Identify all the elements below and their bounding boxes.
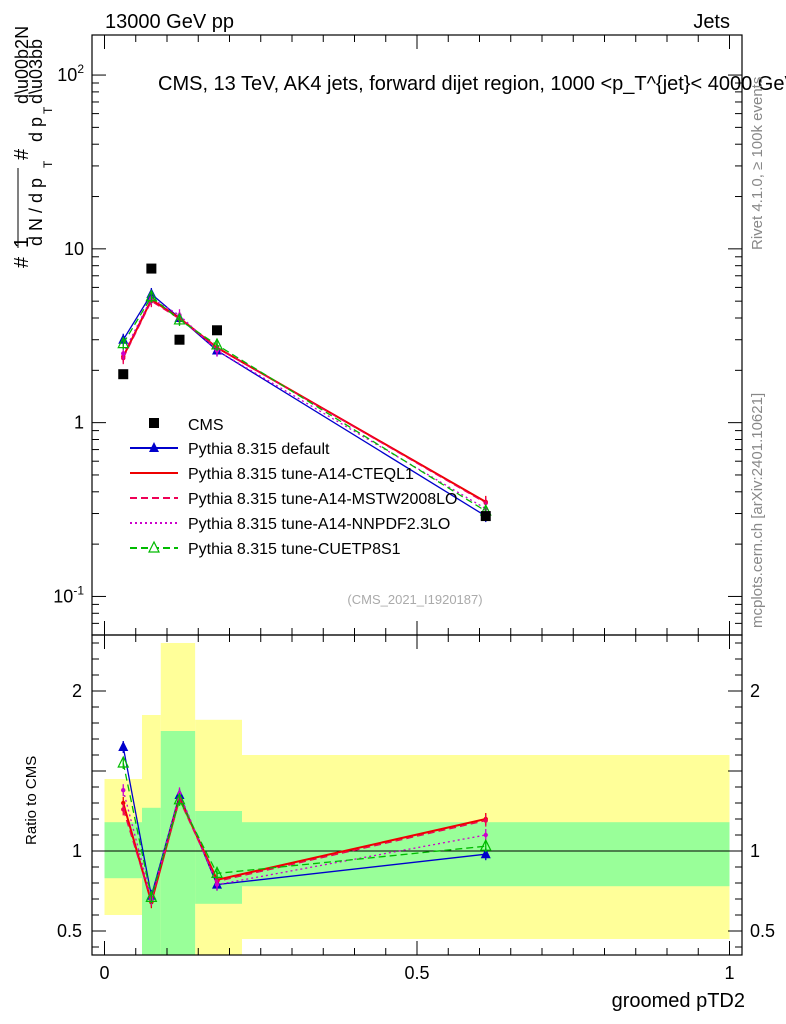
svg-text:#: # xyxy=(11,256,33,268)
legend-marker-cms xyxy=(149,418,159,428)
ratio-series-4-point xyxy=(211,866,223,879)
ratio-series-4-point xyxy=(117,755,130,768)
svg-text:d\u00b2N: d\u00b2N xyxy=(12,26,32,104)
header-left: 13000 GeV pp xyxy=(105,11,234,33)
ratio-series-2-point xyxy=(121,807,126,812)
svg-text:#: # xyxy=(11,148,33,160)
cms-data-point xyxy=(146,263,157,274)
cms-data-point xyxy=(480,511,491,522)
svg-text:T: T xyxy=(41,106,55,114)
svg-text:d p: d p xyxy=(26,117,46,142)
ratio-series-2-point xyxy=(483,818,488,823)
ratio-panel xyxy=(92,643,742,955)
legend-label-cms: CMS xyxy=(188,417,224,434)
mcplots-label: mcplots.cern.ch [arXiv:2401.10621] xyxy=(749,393,766,628)
ratio-y-tick-label-right: 2 xyxy=(750,681,760,701)
main-y-tick-label: 1 xyxy=(74,413,84,433)
ratio-y-label: Ratio to CMS xyxy=(23,756,40,845)
ratio-series-3-point xyxy=(214,882,220,887)
uncertainty-band-1sigma xyxy=(195,811,242,904)
ratio-series-4-line xyxy=(122,762,486,898)
plot-title: CMS, 13 TeV, AK4 jets, forward dijet reg… xyxy=(158,73,786,95)
x-tick-label: 0 xyxy=(99,963,109,983)
svg-text:T: T xyxy=(41,160,55,168)
ratio-series-1-point xyxy=(121,800,126,806)
main-series-4-point xyxy=(211,337,223,350)
svg-text:d\u03bb: d\u03bb xyxy=(26,39,46,104)
main-y-tick-label: 10 xyxy=(64,239,84,259)
ratio-series-4-point xyxy=(145,890,158,903)
main-y-label: # 1 d N / d p T # d p T d\u03bb d\u00b2N xyxy=(11,26,55,268)
ratio-y-tick-label-left: 1 xyxy=(72,841,82,861)
main-series-4-point xyxy=(173,312,186,325)
ratio-y-tick-label-right: 1 xyxy=(750,841,760,861)
main-y-tick-label: 10-1 xyxy=(53,583,84,606)
x-axis-label: groomed pTD2 xyxy=(612,990,745,1012)
legend-label-0: Pythia 8.315 default xyxy=(188,441,330,458)
uncertainty-band-1sigma xyxy=(142,807,161,955)
ratio-series-3-point xyxy=(121,788,126,793)
main-series-2-line xyxy=(122,300,487,504)
legend-label-2: Pythia 8.315 tune-A14-MSTW2008LO xyxy=(188,491,457,508)
ratio-series-4-point xyxy=(173,792,186,805)
ratio-series-3-point xyxy=(483,832,488,838)
legend-label-3: Pythia 8.315 tune-A14-NNPDF2.3LO xyxy=(188,516,450,533)
cms-data-point xyxy=(212,325,222,336)
cms-data-point xyxy=(174,334,185,345)
legend: CMS Pythia 8.315 default Pythia 8.315 tune… xyxy=(130,417,457,558)
main-series-4-point xyxy=(145,289,158,302)
main-series-3-line xyxy=(122,297,487,510)
ratio-series-4-point xyxy=(479,838,492,851)
legend-label-4: Pythia 8.315 tune-CUETP8S1 xyxy=(188,541,401,558)
ratio-y-tick-label-left: 2 xyxy=(72,681,82,701)
main-series-4-point xyxy=(117,336,130,349)
svg-text:d N / d p: d N / d p xyxy=(26,178,46,246)
svg-text:1: 1 xyxy=(11,237,33,248)
header-right: Jets xyxy=(693,11,730,33)
ratio-series-0-point xyxy=(118,741,129,751)
main-series-3-point xyxy=(121,351,126,356)
ratio-y-tick-label-left: 0.5 xyxy=(57,921,82,941)
x-tick-label: 0.5 xyxy=(404,963,429,983)
ratio-y-tick-label-right: 0.5 xyxy=(750,921,775,941)
main-y-tick-label: 102 xyxy=(57,62,84,85)
cms-data-point xyxy=(118,369,129,380)
main-panel xyxy=(117,263,492,523)
legend-label-1: Pythia 8.315 tune-A14-CTEQL1 xyxy=(188,466,414,483)
legend-marker-0 xyxy=(149,442,159,452)
ratio-series-0-point xyxy=(480,848,491,859)
x-tick-label: 1 xyxy=(724,963,734,983)
analysis-watermark: (CMS_2021_I1920187) xyxy=(347,592,482,607)
legend-marker-4 xyxy=(148,540,160,553)
rivet-label: Rivet 4.1.0, ≥ 100k events xyxy=(749,77,766,250)
